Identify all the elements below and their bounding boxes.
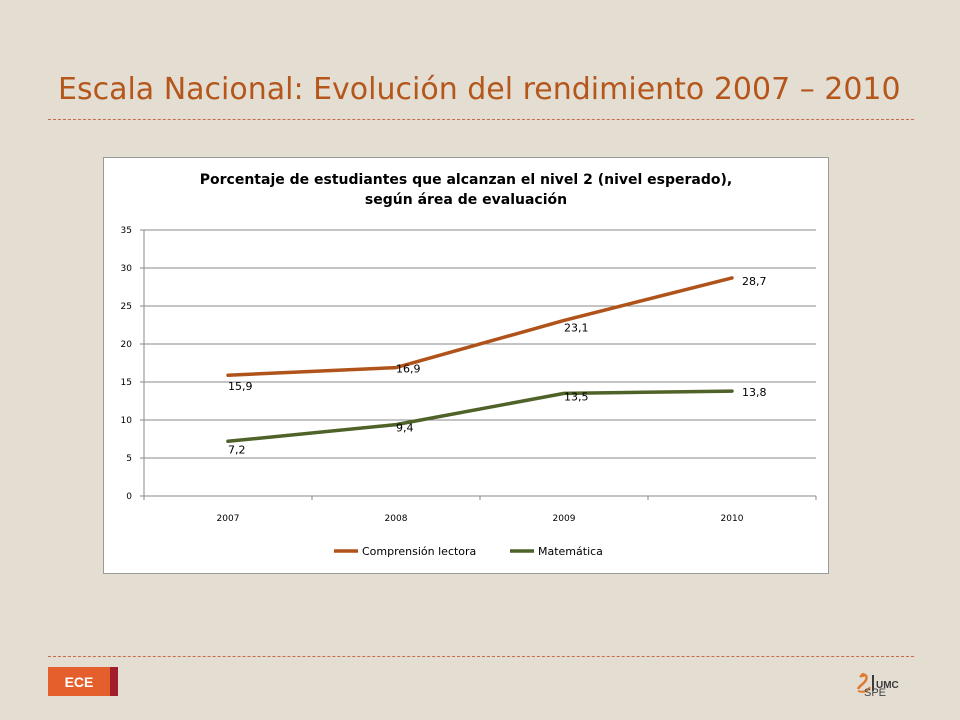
legend-label: Matemática: [538, 545, 603, 558]
y-tick-label: 5: [126, 454, 132, 464]
chart-frame: Porcentaje de estudiantes que alcanzan e…: [103, 157, 829, 574]
data-label: 7,2: [228, 443, 246, 456]
data-label: 9,4: [396, 422, 414, 435]
data-label: 16,9: [396, 363, 421, 376]
title-divider: [48, 119, 914, 120]
x-tick-label: 2007: [217, 514, 240, 524]
data-label: 23,1: [564, 321, 589, 334]
y-tick-label: 20: [121, 340, 133, 350]
y-tick-label: 10: [121, 416, 133, 426]
x-tick-label: 2009: [553, 514, 576, 524]
ece-badge: ECE: [48, 667, 118, 696]
data-label: 13,5: [564, 390, 589, 403]
chart-title-line-2: según área de evaluación: [364, 192, 568, 208]
y-tick-label: 30: [121, 264, 133, 274]
footer-divider: [48, 656, 914, 657]
ece-badge-bar: [110, 667, 118, 696]
ece-badge-label: ECE: [48, 667, 110, 696]
legend-label: Comprensión lectora: [362, 545, 476, 558]
umc-logo-icon: UMC: [856, 673, 899, 693]
y-tick-label: 0: [126, 492, 132, 502]
data-label: 15,9: [228, 380, 253, 393]
x-tick-label: 2008: [385, 514, 408, 524]
data-label: 13,8: [742, 386, 767, 399]
y-tick-label: 35: [121, 226, 132, 236]
y-tick-label: 15: [121, 378, 132, 388]
series-line-1: [226, 276, 734, 377]
logo-label: SPE: [864, 687, 887, 699]
chart-title-line-1: Porcentaje de estudiantes que alcanzan e…: [199, 172, 733, 188]
chart-title: Porcentaje de estudiantes que alcanzan e…: [104, 170, 828, 210]
data-label: 28,7: [742, 275, 767, 288]
line-chart: 0 5 10 15 20 25 30 35 2007 2008 2009 2010 15,9 16,9 23…: [121, 226, 817, 558]
x-tick-label: 2010: [721, 514, 744, 524]
y-tick-label: 25: [121, 302, 132, 312]
slide-title: Escala Nacional: Evolución del rendimien…: [58, 72, 901, 107]
series-line-2: [226, 389, 734, 444]
umc-logo-mark: UMC: [876, 680, 899, 691]
